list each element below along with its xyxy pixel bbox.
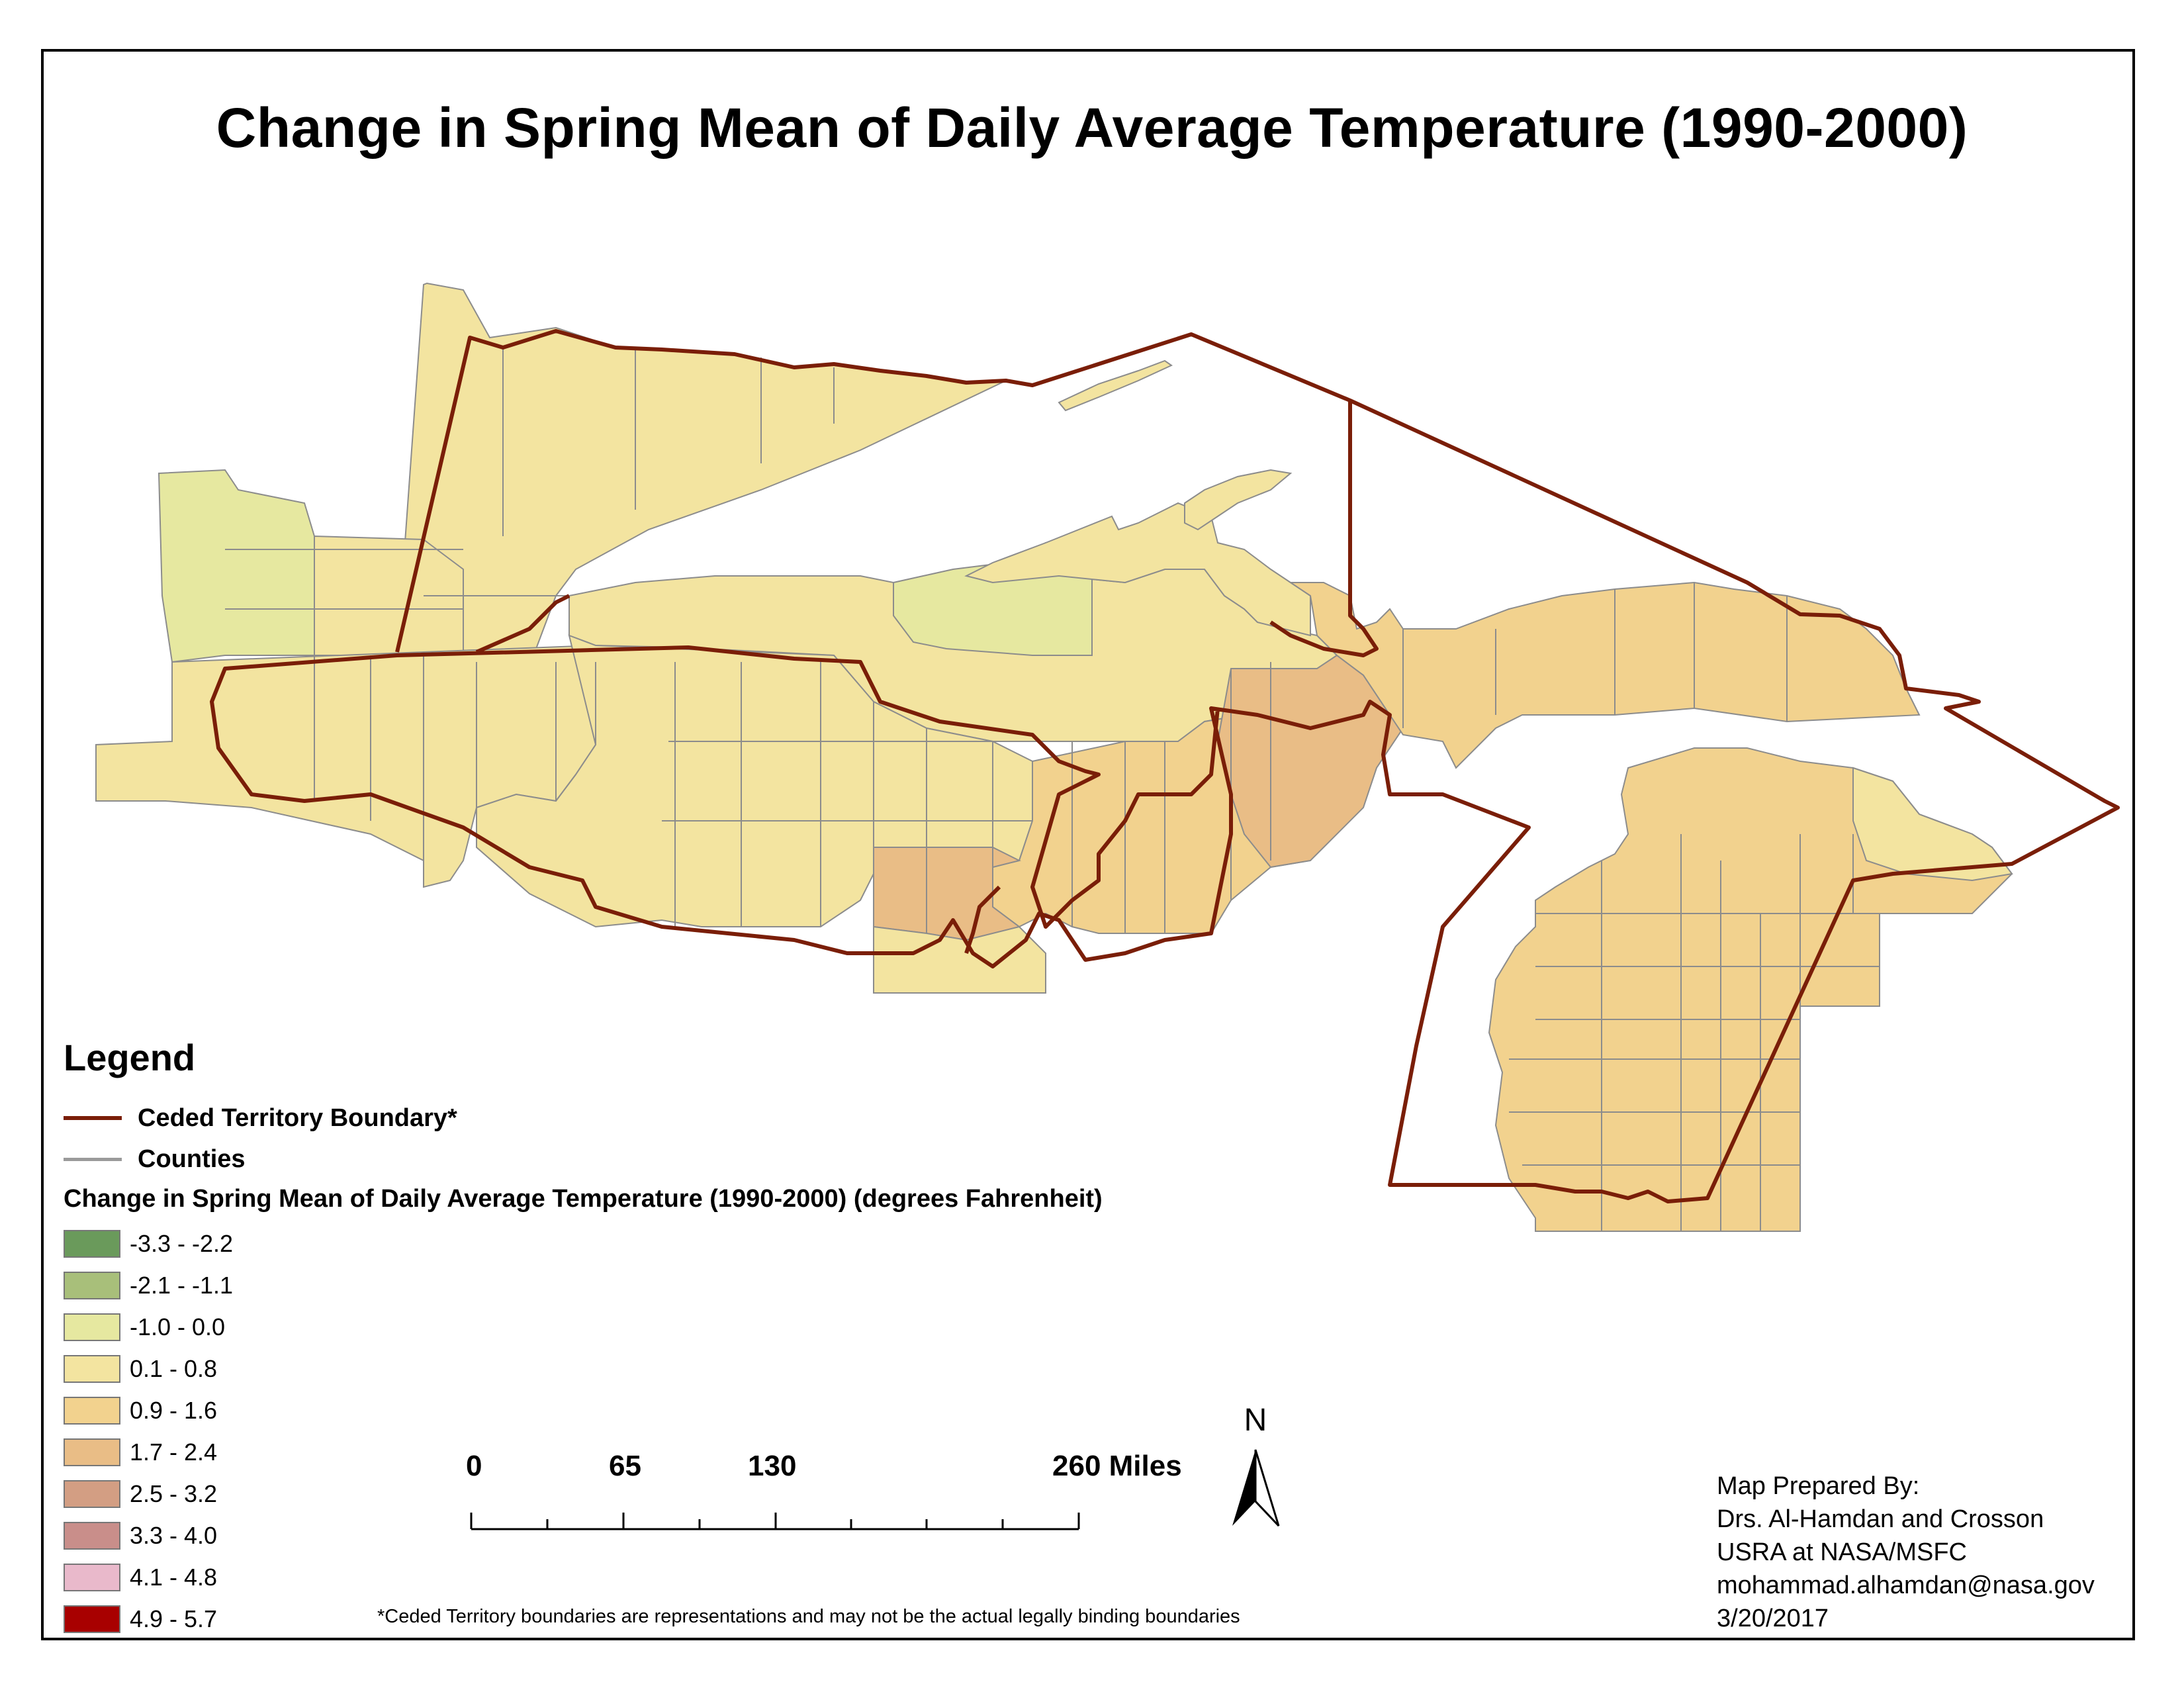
region-west-minnesota-green: [158, 469, 315, 663]
legend-class-row: 1.7 - 2.4: [64, 1431, 1103, 1473]
legend-class-list: -3.3 - -2.2 -2.1 - -1.1 -1.0 - 0.0 0.1 - 0.…: [64, 1223, 1103, 1640]
legend-class-row: 0.9 - 1.6: [64, 1389, 1103, 1431]
credits-line-5: 3/20/2017: [1717, 1605, 1829, 1632]
legend-class-swatch: [64, 1563, 120, 1591]
legend-class-swatch: [64, 1229, 120, 1258]
credits: Map Prepared By: Drs. Al-Hamdan and Cros…: [1717, 1470, 2095, 1635]
scale-label-260-miles: 260 Miles: [1052, 1450, 1182, 1482]
footnote: *Ceded Territory boundaries are represen…: [377, 1606, 1240, 1627]
scale-label-130: 130: [748, 1450, 797, 1482]
legend-class-label: -1.0 - 0.0: [130, 1313, 226, 1340]
region-isle-royale: [1058, 359, 1173, 412]
scale-label-0: 0: [466, 1450, 482, 1482]
counties-line-sample: [64, 1157, 122, 1161]
legend-boundary-row: Ceded Territory Boundary*: [64, 1098, 1103, 1139]
legend-counties-row: Counties: [64, 1139, 1103, 1180]
legend-class-row: -2.1 - -1.1: [64, 1264, 1103, 1306]
legend-class-row: 0.1 - 0.8: [64, 1348, 1103, 1389]
legend-class-swatch: [64, 1479, 120, 1508]
legend-class-swatch: [64, 1354, 120, 1383]
legend-class-row: -3.3 - -2.2: [64, 1223, 1103, 1264]
legend-class-label: 0.9 - 1.6: [130, 1396, 218, 1424]
legend: Legend Ceded Territory Boundary* Countie…: [64, 1036, 1103, 1640]
legend-class-label: 3.3 - 4.0: [130, 1521, 218, 1549]
counties-label: Counties: [138, 1145, 246, 1173]
legend-class-label: 0.1 - 0.8: [130, 1354, 218, 1382]
region-keweenaw: [1184, 469, 1293, 531]
boundary-label: Ceded Territory Boundary*: [138, 1103, 457, 1132]
legend-class-label: -3.3 - -2.2: [130, 1229, 234, 1257]
legend-class-row: 3.3 - 4.0: [64, 1515, 1103, 1556]
north-label: N: [1244, 1403, 1267, 1438]
legend-class-label: 1.7 - 2.4: [130, 1438, 218, 1466]
north-arrow-icon: [1232, 1449, 1280, 1527]
legend-class-row: 2.5 - 3.2: [64, 1473, 1103, 1515]
legend-class-swatch: [64, 1271, 120, 1299]
credits-line-1: Map Prepared By:: [1717, 1472, 1920, 1500]
legend-classes-title: Change in Spring Mean of Daily Average T…: [64, 1185, 1103, 1213]
legend-class-swatch: [64, 1313, 120, 1341]
scale-label-65: 65: [609, 1450, 641, 1482]
legend-class-swatch: [64, 1605, 120, 1633]
legend-class-swatch: [64, 1521, 120, 1550]
credits-line-3: USRA at NASA/MSFC: [1717, 1538, 1967, 1566]
legend-class-row: 4.9 - 5.7: [64, 1598, 1103, 1640]
legend-class-label: 4.1 - 4.8: [130, 1563, 218, 1591]
map-title: Change in Spring Mean of Daily Average T…: [216, 97, 1968, 159]
region-upper-peninsula-east: [1288, 581, 1921, 769]
credits-line-4: mohammad.alhamdan@nasa.gov: [1717, 1571, 2095, 1599]
boundary-line-sample: [64, 1116, 122, 1120]
credits-line-2: Drs. Al-Hamdan and Crosson: [1717, 1505, 2044, 1533]
legend-class-label: 4.9 - 5.7: [130, 1605, 218, 1632]
legend-heading: Legend: [64, 1037, 196, 1078]
county-lines: [225, 348, 1880, 1231]
legend-class-swatch: [64, 1396, 120, 1425]
region-south-wisconsin-bottom: [873, 925, 1046, 994]
scale-bar: [470, 1513, 1080, 1530]
legend-class-row: 4.1 - 4.8: [64, 1556, 1103, 1598]
legend-class-swatch: [64, 1438, 120, 1466]
ceded-territory-boundary: [210, 329, 2120, 1203]
legend-class-row: -1.0 - 0.0: [64, 1306, 1103, 1348]
legend-class-label: 2.5 - 3.2: [130, 1479, 218, 1507]
land-regions: [95, 282, 2013, 1232]
region-lower-peninsula-northeast: [1852, 767, 2013, 882]
map-frame: [41, 49, 2135, 1640]
legend-class-label: -2.1 - -1.1: [130, 1271, 234, 1299]
